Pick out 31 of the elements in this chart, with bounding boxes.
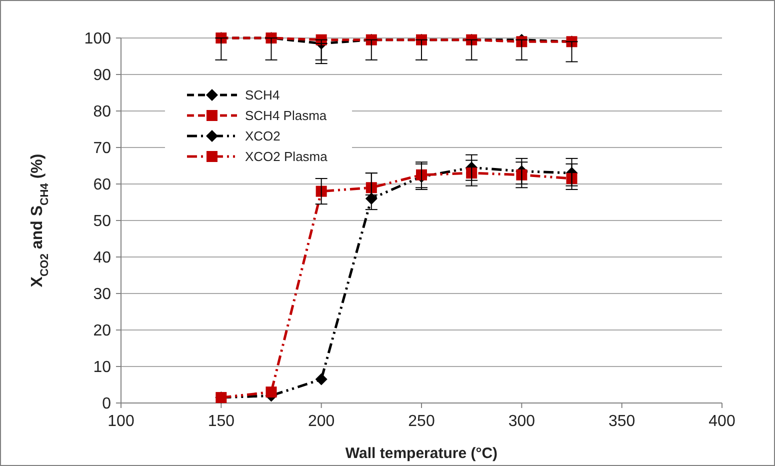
x-tick-label: 350: [608, 413, 636, 430]
y-tick-label: 100: [84, 30, 112, 48]
x-tick-label: 300: [508, 413, 536, 430]
y-tick-label: 60: [93, 176, 112, 194]
point: [416, 169, 427, 180]
y-tick-label: 20: [93, 322, 112, 340]
y-tick-label: 90: [93, 67, 112, 84]
y-tick-label: 0: [102, 396, 112, 413]
legend-label: XCO2: [245, 128, 280, 144]
y-tick-label: 30: [93, 286, 112, 304]
point: [566, 173, 578, 184]
point: [366, 182, 377, 194]
y-tick-label: 10: [93, 359, 112, 376]
point: [266, 386, 277, 398]
point: [316, 186, 327, 197]
x-tick-label: 250: [408, 413, 435, 430]
point: [466, 168, 478, 179]
x-tick-label: 150: [208, 413, 235, 430]
x-axis-title: Wall temperature (°C): [345, 445, 498, 462]
legend-label: SCH4 Plasma: [245, 108, 328, 124]
y-tick-label: 50: [93, 213, 112, 230]
legend-label: XCO2 Plasma: [245, 149, 328, 164]
y-tick-label: 40: [93, 250, 112, 267]
x-tick-label: 200: [308, 413, 335, 430]
y-tick-label: 80: [93, 104, 112, 121]
legend-label: SCH4: [245, 88, 280, 103]
point: [516, 169, 528, 180]
x-tick-label: 100: [108, 413, 134, 430]
y-tick-label: 70: [93, 140, 112, 158]
point: [315, 373, 328, 386]
x-tick-label: 400: [708, 413, 736, 430]
